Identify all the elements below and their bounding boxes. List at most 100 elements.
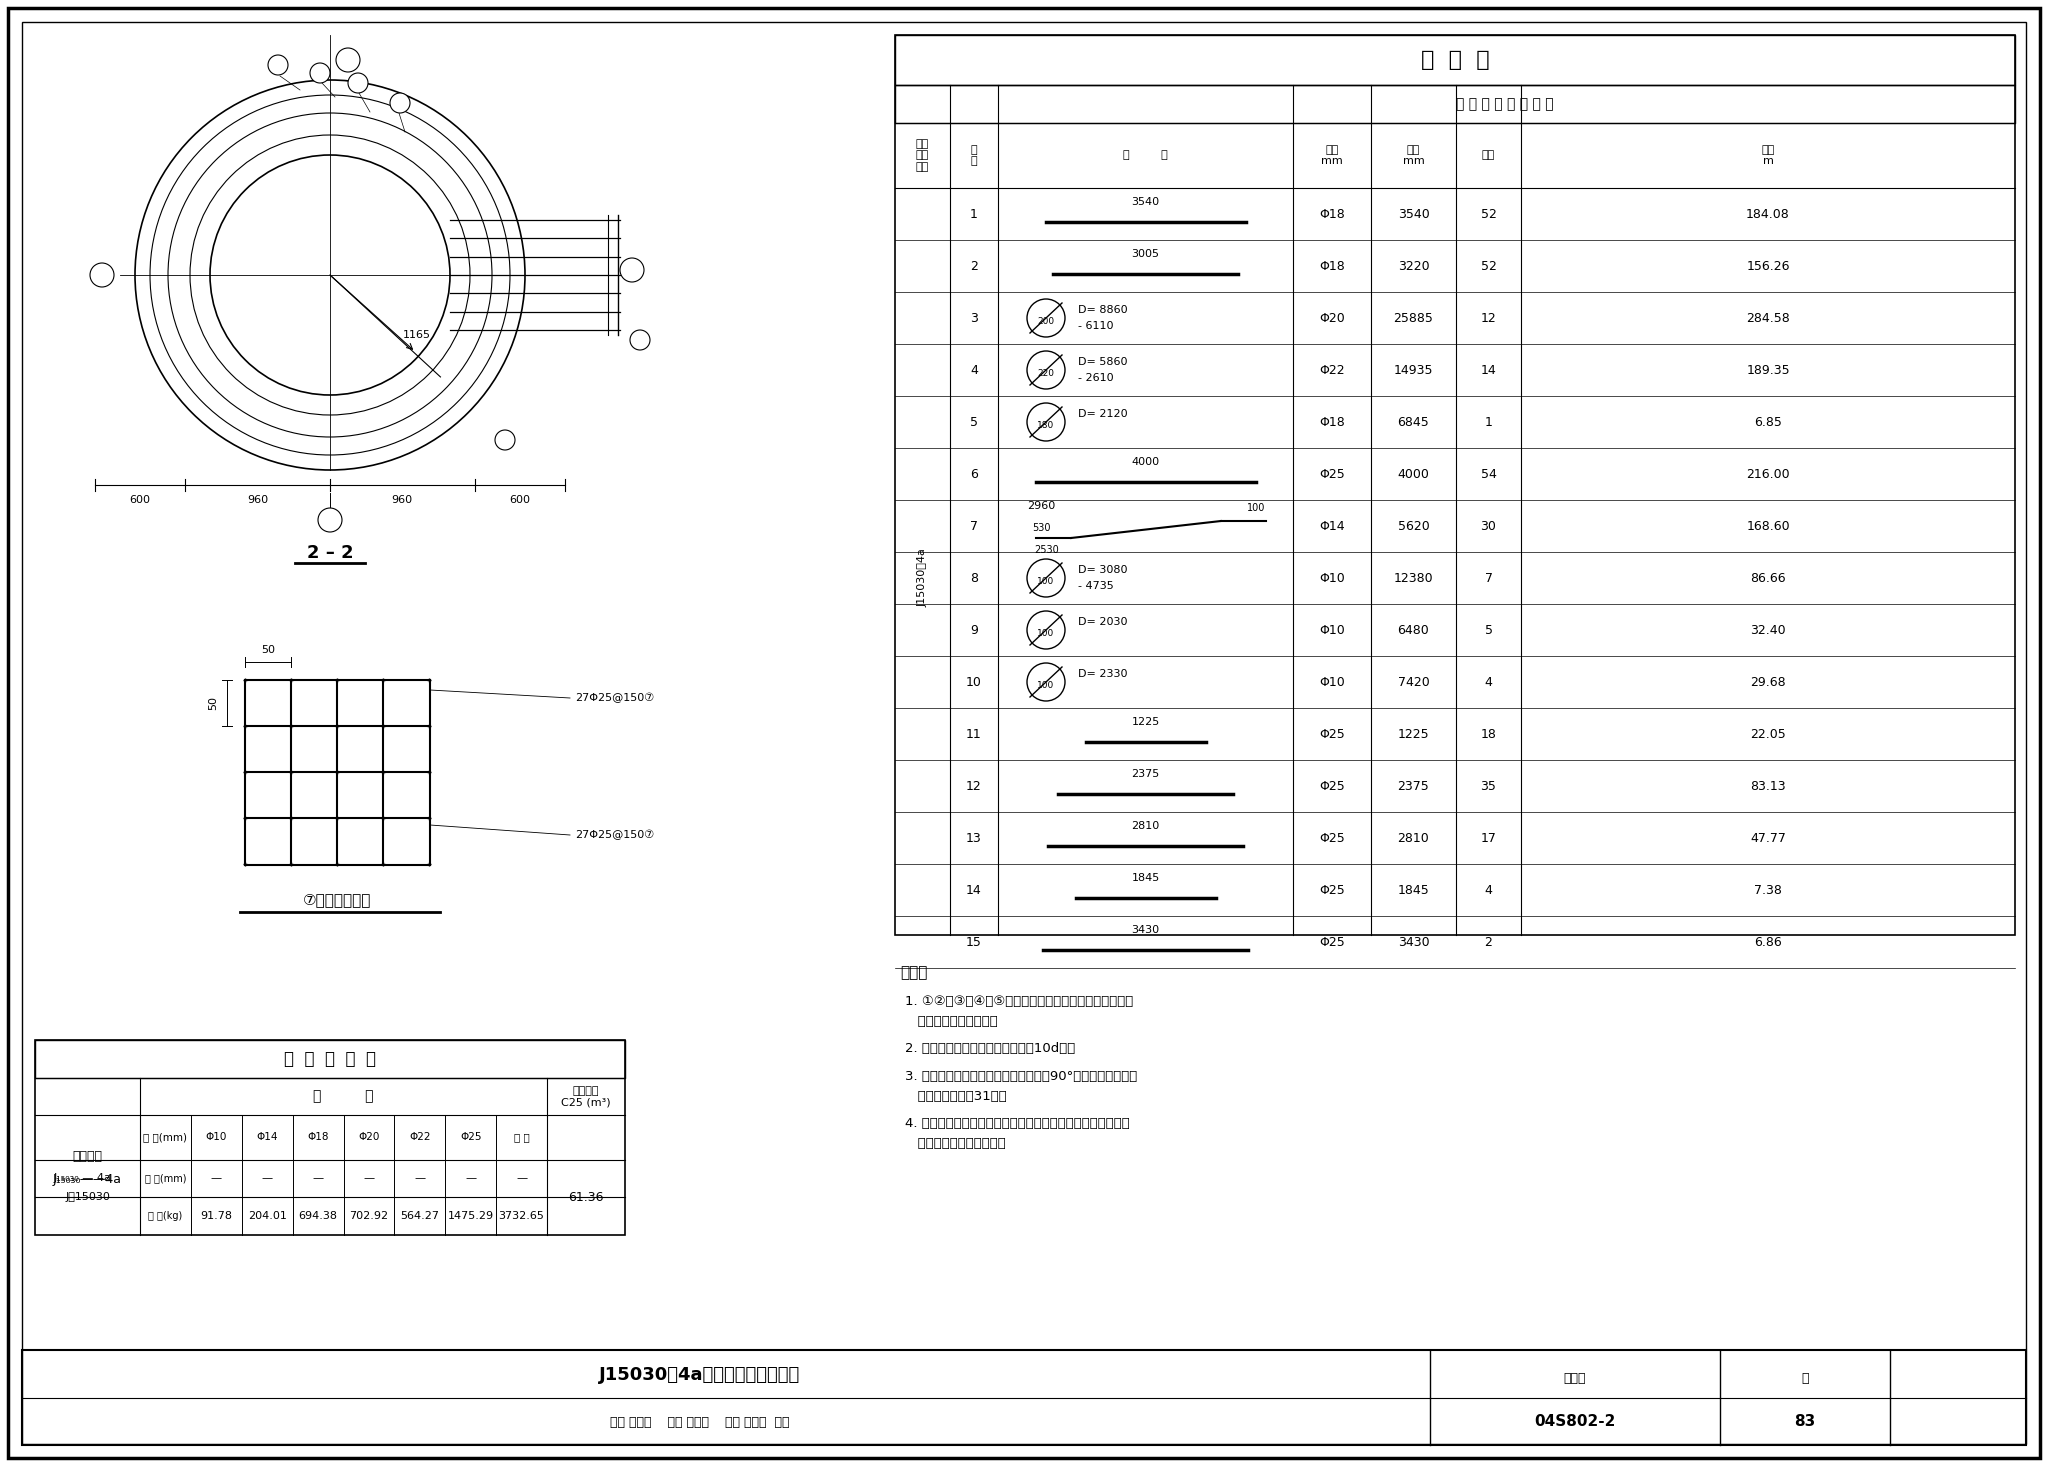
Text: D= 8860: D= 8860 — [1077, 305, 1128, 315]
Text: 1: 1 — [971, 208, 979, 220]
Bar — [23, 1350, 2025, 1445]
Text: 5: 5 — [971, 415, 979, 428]
Text: 200: 200 — [1038, 318, 1055, 327]
Text: —: — — [362, 1173, 375, 1183]
Text: 54: 54 — [1481, 468, 1497, 481]
Circle shape — [1026, 611, 1065, 649]
Text: —: — — [262, 1173, 272, 1183]
Text: 29.68: 29.68 — [1751, 676, 1786, 689]
Text: Φ18: Φ18 — [1319, 259, 1346, 273]
Text: 重 量(kg): 重 量(kg) — [147, 1211, 182, 1221]
Circle shape — [1026, 663, 1065, 701]
Text: 184.08: 184.08 — [1747, 208, 1790, 220]
Text: C: C — [98, 268, 106, 281]
Text: 3220: 3220 — [1397, 259, 1430, 273]
Text: —: — — [211, 1173, 221, 1183]
Text: —: — — [516, 1173, 526, 1183]
Text: D= 3080: D= 3080 — [1077, 564, 1128, 575]
Text: 2960: 2960 — [1026, 501, 1055, 512]
Text: 10: 10 — [967, 676, 981, 689]
Text: 长度
mm: 长度 mm — [1403, 145, 1423, 166]
Text: J₁₅₀₃₀―—4a: J₁₅₀₃₀―—4a — [53, 1173, 123, 1186]
Text: 15: 15 — [967, 935, 981, 949]
Text: 12: 12 — [1481, 311, 1497, 324]
Text: ⑦号钒筋布置图: ⑦号钒筋布置图 — [303, 893, 371, 907]
Text: Φ18: Φ18 — [307, 1133, 330, 1142]
Text: Φ25: Φ25 — [461, 1133, 481, 1142]
Text: 6: 6 — [971, 468, 979, 481]
Text: 根数: 根数 — [1483, 151, 1495, 160]
Text: 11: 11 — [313, 67, 326, 78]
Text: A: A — [629, 264, 637, 277]
Text: Φ18: Φ18 — [1319, 415, 1346, 428]
Text: 204.01: 204.01 — [248, 1211, 287, 1221]
Bar — [895, 35, 2015, 935]
Text: 1475.29: 1475.29 — [449, 1211, 494, 1221]
Text: 混凝土量
C25 (m³): 混凝土量 C25 (m³) — [561, 1086, 610, 1107]
Text: 2: 2 — [971, 259, 979, 273]
Text: D= 5860: D= 5860 — [1077, 358, 1128, 366]
Text: 32.40: 32.40 — [1751, 623, 1786, 636]
Text: 702.92: 702.92 — [350, 1211, 389, 1221]
Bar — [35, 1039, 625, 1234]
Text: 1225: 1225 — [1397, 727, 1430, 740]
Text: 100: 100 — [1038, 629, 1055, 639]
Text: 总长
m: 总长 m — [1761, 145, 1776, 166]
Text: 2375: 2375 — [1397, 780, 1430, 793]
Text: D= 2330: D= 2330 — [1077, 668, 1128, 679]
Text: 216.00: 216.00 — [1747, 468, 1790, 481]
Text: 600: 600 — [129, 496, 152, 504]
Circle shape — [389, 92, 410, 113]
Text: 12: 12 — [272, 60, 285, 70]
Text: D= 2120: D= 2120 — [1077, 409, 1128, 419]
Text: 钉  筋  表: 钉 筋 表 — [1421, 50, 1489, 70]
Text: D: D — [344, 53, 352, 66]
Text: 14: 14 — [500, 435, 512, 446]
Text: 47.77: 47.77 — [1751, 831, 1786, 844]
Text: 材  料  用  量  表: 材 料 用 量 表 — [285, 1050, 377, 1069]
Text: 13: 13 — [393, 98, 406, 108]
Text: 7420: 7420 — [1397, 676, 1430, 689]
Text: —: — — [313, 1173, 324, 1183]
Circle shape — [90, 262, 115, 287]
Text: 14935: 14935 — [1395, 364, 1434, 377]
Text: 合 计: 合 计 — [514, 1133, 530, 1142]
Text: 960: 960 — [391, 496, 414, 504]
Text: Φ25: Φ25 — [1319, 468, 1346, 481]
Text: 5620: 5620 — [1397, 519, 1430, 532]
Text: 12380: 12380 — [1395, 572, 1434, 585]
Text: 2530: 2530 — [1034, 545, 1059, 556]
Text: 8: 8 — [971, 572, 979, 585]
Text: 1225: 1225 — [1130, 717, 1159, 727]
Text: 6480: 6480 — [1397, 623, 1430, 636]
Circle shape — [336, 48, 360, 72]
Text: 7: 7 — [971, 519, 979, 532]
Text: 3430: 3430 — [1130, 925, 1159, 935]
Text: J15030－4a: J15030－4a — [918, 548, 928, 607]
Text: Φ25: Φ25 — [1319, 884, 1346, 897]
Text: 12: 12 — [967, 780, 981, 793]
Text: 35: 35 — [1481, 780, 1497, 793]
Text: 3732.65: 3732.65 — [498, 1211, 545, 1221]
Text: 页: 页 — [1802, 1372, 1808, 1384]
Text: Φ20: Φ20 — [1319, 311, 1346, 324]
Text: 15: 15 — [633, 336, 647, 345]
Text: 27Φ25@150⑦: 27Φ25@150⑦ — [575, 830, 653, 840]
Circle shape — [496, 430, 514, 450]
Text: 18: 18 — [1481, 727, 1497, 740]
Text: 6.86: 6.86 — [1755, 935, 1782, 949]
Text: 220: 220 — [1038, 369, 1055, 378]
Text: 100: 100 — [1038, 682, 1055, 690]
Text: 960: 960 — [248, 496, 268, 504]
Text: 3: 3 — [971, 311, 979, 324]
Text: B: B — [326, 513, 334, 526]
Text: 04S802-2: 04S802-2 — [1534, 1415, 1616, 1429]
Text: 284.58: 284.58 — [1747, 311, 1790, 324]
Text: 3540: 3540 — [1397, 208, 1430, 220]
Text: 5: 5 — [1485, 623, 1493, 636]
Text: 17: 17 — [1481, 831, 1497, 844]
Text: 3430: 3430 — [1397, 935, 1430, 949]
Circle shape — [1026, 350, 1065, 388]
Text: 后立即施工垫层和基础。: 后立即施工垫层和基础。 — [905, 1138, 1006, 1149]
Text: 构件名称: 构件名称 — [72, 1149, 102, 1163]
